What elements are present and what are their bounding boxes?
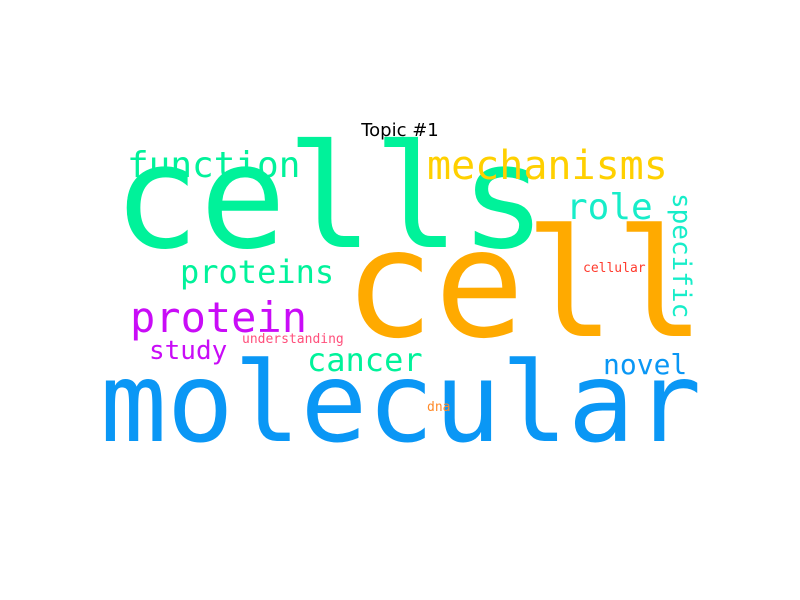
word-proteins: proteins xyxy=(180,253,335,291)
word-cellular: cellular xyxy=(583,261,646,276)
word-cells: cells xyxy=(113,113,547,281)
word-function: function xyxy=(127,145,301,186)
word-study: study xyxy=(149,336,228,366)
word-cancer: cancer xyxy=(307,341,423,379)
word-protein: protein xyxy=(130,293,308,342)
word-novel: novel xyxy=(603,348,688,381)
word-understanding: understanding xyxy=(242,332,344,347)
word-mechanisms: mechanisms xyxy=(427,143,668,189)
word-cloud-title: Topic #1 xyxy=(361,120,439,141)
word-molecular: molecular xyxy=(100,339,702,468)
word-specific: specific xyxy=(666,193,696,319)
word-role: role xyxy=(566,187,653,228)
word-dna: dna xyxy=(427,400,451,415)
word-cell: cell xyxy=(344,198,706,372)
